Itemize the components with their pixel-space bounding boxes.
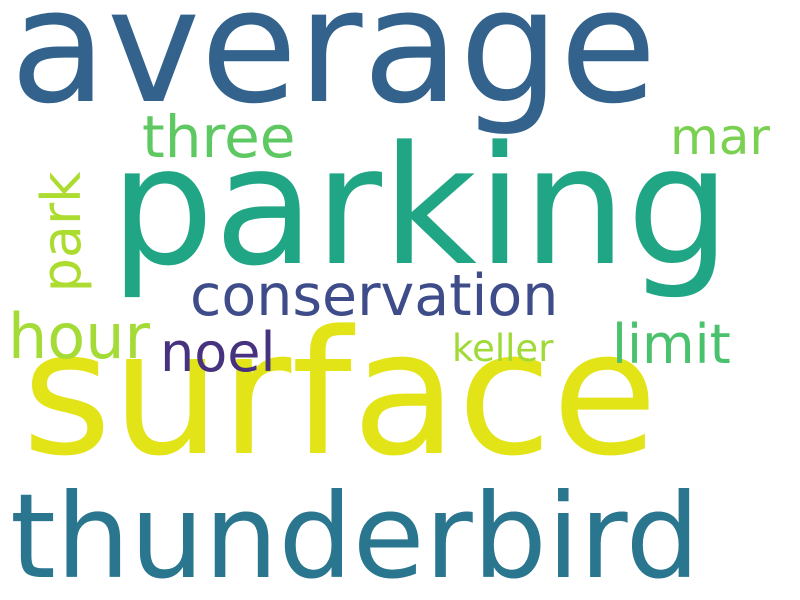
word-surface: surface: [22, 293, 658, 494]
word-hour: hour: [8, 300, 151, 373]
word-conservation: conservation: [190, 263, 559, 329]
word-average: average: [10, 0, 657, 139]
word-mar: mar: [670, 108, 770, 166]
word-three: three: [142, 103, 296, 171]
word-thunderbird: thunderbird: [10, 468, 700, 600]
word-park: park: [30, 171, 93, 293]
word-parking: parking: [110, 111, 731, 302]
word-noel: noel: [160, 321, 276, 384]
word-keller: keller: [452, 327, 554, 370]
word-limit: limit: [612, 313, 731, 376]
